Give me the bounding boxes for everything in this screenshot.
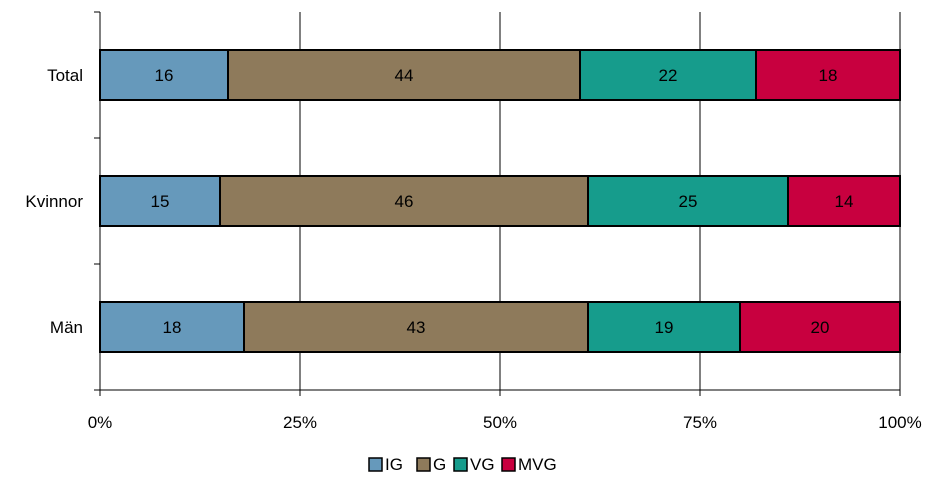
legend-swatch-ig xyxy=(368,457,383,472)
bar-total-vg xyxy=(579,49,757,101)
legend-label-ig: IG xyxy=(385,455,403,474)
category-label-m-n: Män xyxy=(50,318,83,337)
legend-label-g: G xyxy=(433,455,446,474)
data-label-kvinnor-vg: 25 xyxy=(679,192,698,211)
bar-m-n-ig xyxy=(99,301,245,353)
x-tick-label-100: 100% xyxy=(878,413,921,432)
data-label-m-n-g: 43 xyxy=(407,318,426,337)
x-tick-label-0: 0% xyxy=(88,413,113,432)
data-label-total-vg: 22 xyxy=(659,66,678,85)
bar-total-mvg xyxy=(755,49,901,101)
legend-label-mvg: MVG xyxy=(518,455,557,474)
data-label-kvinnor-g: 46 xyxy=(395,192,414,211)
legend-label-vg: VG xyxy=(470,455,495,474)
data-label-m-n-vg: 19 xyxy=(655,318,674,337)
data-label-total-ig: 16 xyxy=(155,66,174,85)
data-label-m-n-mvg: 20 xyxy=(811,318,830,337)
bars: 16 44 22 18 15 46 25 14 18 43 19 20 xyxy=(99,49,901,353)
data-label-total-g: 44 xyxy=(395,66,414,85)
data-label-kvinnor-mvg: 14 xyxy=(835,192,854,211)
data-label-kvinnor-ig: 15 xyxy=(151,192,170,211)
x-tick-label-50: 50% xyxy=(483,413,517,432)
bar-m-n-vg xyxy=(587,301,741,353)
x-tick-label-25: 25% xyxy=(283,413,317,432)
data-label-m-n-ig: 18 xyxy=(163,318,182,337)
axes: Total Kvinnor Män 0% 25% 50% 75% 100% xyxy=(25,11,922,432)
legend-swatch-vg xyxy=(453,457,468,472)
bar-total-ig xyxy=(99,49,229,101)
bar-kvinnor-mvg xyxy=(787,175,901,227)
bar-kvinnor-g xyxy=(219,175,589,227)
bar-total-g xyxy=(227,49,581,101)
bar-m-n-mvg xyxy=(739,301,901,353)
category-label-kvinnor: Kvinnor xyxy=(25,192,83,211)
legend: IG G VG MVG xyxy=(368,455,557,474)
legend-swatch-g xyxy=(416,457,431,472)
data-label-total-mvg: 18 xyxy=(819,66,838,85)
bar-m-n-g xyxy=(243,301,589,353)
x-tick-label-75: 75% xyxy=(683,413,717,432)
category-label-total: Total xyxy=(47,66,83,85)
legend-swatch-mvg xyxy=(501,457,516,472)
